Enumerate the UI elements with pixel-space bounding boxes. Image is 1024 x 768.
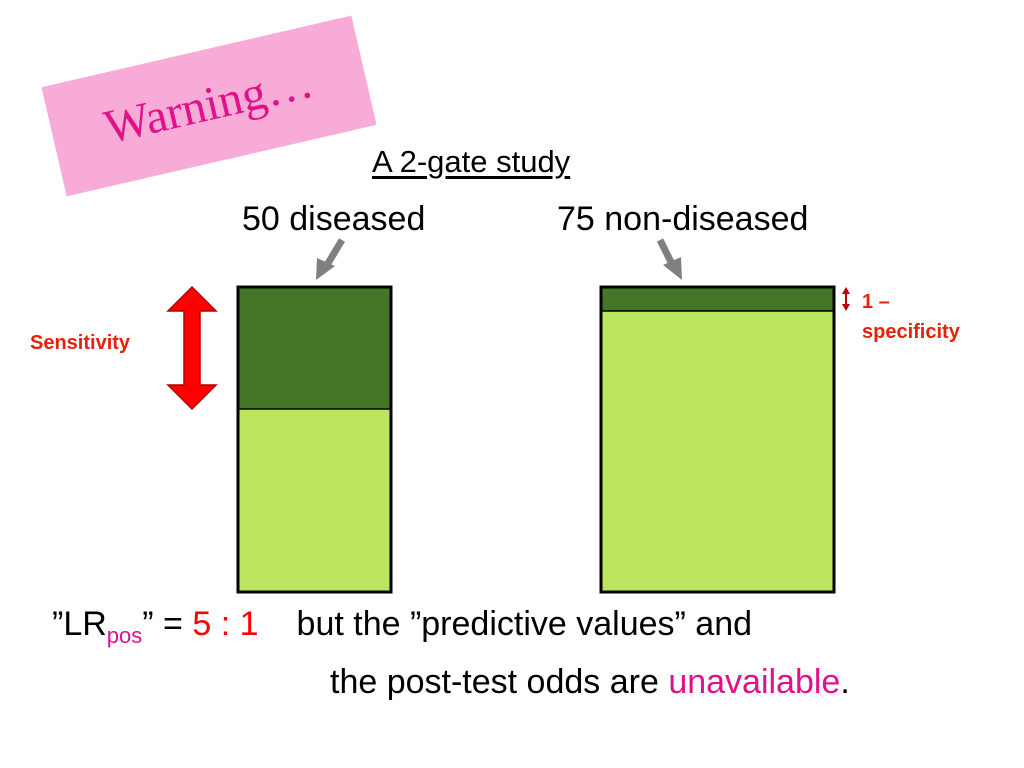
- study-title: A 2-gate study: [372, 144, 571, 179]
- non-diseased-pointer-arrowhead: [663, 257, 682, 280]
- specificity-label-line1: 1 –: [862, 291, 890, 313]
- note-highlight: unavailable: [668, 663, 841, 701]
- formula-tail: but the ”predictive values” and: [296, 605, 753, 643]
- diseased-test-positive: [237, 286, 392, 410]
- non-diseased-label: 75 non-diseased: [557, 200, 809, 238]
- non-diseased-bar-frame: [599, 285, 836, 594]
- diseased-bar-frame: [236, 285, 393, 594]
- specificity-label: 1 – specificity: [862, 287, 960, 347]
- diseased-pointer-arrowhead: [316, 258, 335, 280]
- lr-label: ”LR: [52, 605, 107, 643]
- non-diseased-pointer-arrow: [656, 238, 675, 264]
- lr-subscript: pos: [106, 623, 143, 648]
- specificity-label-line2: specificity: [862, 321, 960, 343]
- diseased-pointer-arrow: [323, 238, 346, 267]
- non-diseased-test-negative: [600, 286, 835, 593]
- note-prefix: the post-test odds are: [330, 663, 669, 701]
- unavailable-note: the post-test odds are unavailable.: [330, 663, 850, 702]
- note-suffix: .: [840, 663, 850, 701]
- sensitivity-label: Sensitivity: [30, 332, 131, 354]
- likelihood-ratio-formula: ”LRpos” = 5 : 1 but the ”predictive value…: [52, 605, 752, 649]
- lr-ratio: 5 : 1: [192, 605, 259, 643]
- sensitivity-double-arrow: [166, 285, 218, 411]
- diseased-label: 50 diseased: [242, 200, 426, 238]
- specificity-double-arrow: [842, 287, 850, 311]
- non-diseased-test-positive: [600, 286, 835, 312]
- lr-equals: ” =: [142, 605, 193, 643]
